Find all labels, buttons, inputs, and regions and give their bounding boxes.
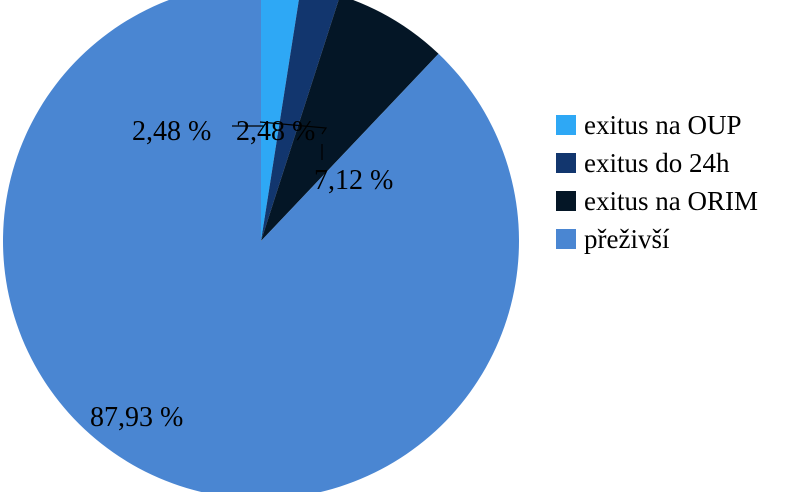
legend-swatch bbox=[556, 229, 576, 249]
legend-swatch bbox=[556, 191, 576, 211]
pie-slice-prezivsi bbox=[3, 0, 519, 492]
legend-item-exitus-do-24h: exitus do 24h bbox=[556, 144, 758, 182]
data-label-exitus-na-oup: 2,48 % bbox=[132, 116, 211, 147]
pie-slice-exitus-na-oup bbox=[261, 0, 299, 241]
legend-item-exitus-na-orim: exitus na ORIM bbox=[556, 182, 758, 220]
pie-slices bbox=[3, 0, 519, 492]
legend-label: exitus na ORIM bbox=[584, 185, 758, 216]
leader-line bbox=[259, 121, 328, 135]
legend-swatch bbox=[556, 153, 576, 173]
data-label-exitus-na-orim: 7,12 % bbox=[314, 165, 393, 196]
legend-swatch bbox=[556, 115, 576, 135]
legend-item-exitus-na-oup: exitus na OUP bbox=[556, 106, 758, 144]
data-label-prezivsi: 87,93 % bbox=[90, 402, 183, 433]
legend-item-preziv: přeživší bbox=[556, 220, 758, 258]
legend: exitus na OUP exitus do 24h exitus na OR… bbox=[556, 106, 758, 258]
pie-slice-exitus-do-24h bbox=[261, 0, 339, 241]
pie-slice-exitus-na-orim bbox=[261, 0, 439, 241]
data-label-exitus-do-24h: 2,48 % bbox=[236, 116, 315, 147]
leader-lines bbox=[232, 121, 328, 160]
legend-label: přeživší bbox=[584, 223, 670, 254]
legend-label: exitus do 24h bbox=[584, 147, 730, 178]
slice-labels: 2,48 % 2,48 % 7,12 % 87,93 % bbox=[90, 116, 393, 433]
legend-label: exitus na OUP bbox=[584, 109, 742, 140]
